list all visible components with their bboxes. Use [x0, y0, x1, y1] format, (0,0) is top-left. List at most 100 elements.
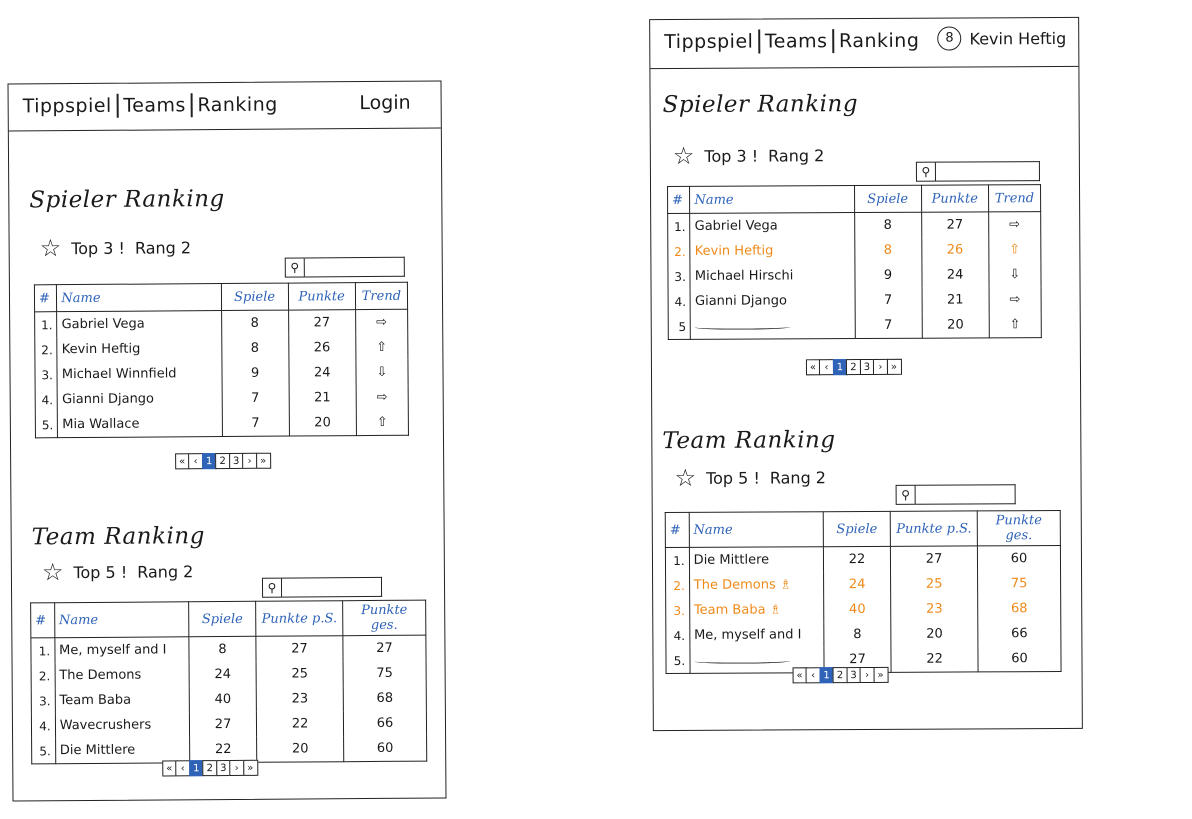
player-ranking-title: Spieler Ranking [662, 91, 859, 119]
nav-ranking[interactable]: Ranking [197, 93, 278, 116]
trend-icon: ⇨ [355, 309, 408, 336]
column-header[interactable]: # [30, 602, 55, 638]
column-header[interactable]: Name [688, 511, 824, 548]
team-search[interactable]: ⚲ [895, 484, 1016, 505]
games-cell: 24 [823, 571, 891, 598]
trend-icon: ⇨ [355, 384, 409, 411]
rank-cell: 4. [35, 387, 58, 413]
player-search[interactable]: ⚲ [284, 256, 405, 278]
column-header[interactable]: # [34, 284, 57, 312]
table-row[interactable]: 3. Team Baba 40 23 68 [31, 685, 427, 714]
nav-links: Tippspiel Teams Ranking [664, 29, 919, 54]
table-row[interactable]: 3. Team Baba ♗ 40 23 68 [665, 595, 1061, 624]
name-cell: Team Baba [54, 687, 190, 714]
points-per-game-cell: 27 [256, 635, 344, 662]
column-header[interactable]: Name [54, 601, 189, 638]
games-cell: 7 [854, 287, 922, 314]
column-header[interactable]: Punkte [921, 184, 989, 213]
column-header[interactable]: Punkte p.S. [255, 600, 343, 637]
nav-tippspiel[interactable]: Tippspiel [22, 94, 112, 117]
table-row[interactable]: 1. Me, myself and I 8 27 27 [30, 635, 427, 664]
user-menu[interactable]: 8 Kevin Heftig [937, 26, 1066, 51]
rank-cell: 1. [34, 311, 58, 338]
column-header[interactable]: Spiele [823, 511, 891, 547]
column-header[interactable]: # [667, 186, 691, 214]
navbar: Tippspiel Teams Ranking Login [8, 81, 441, 132]
table-header: # Name Spiele Punkte p.S. Punkte ges. [30, 600, 426, 638]
table-row[interactable]: 1. Gabriel Vega 8 27 ⇨ [34, 309, 408, 338]
points-total-cell: 66 [977, 620, 1061, 647]
points-total-cell: 60 [977, 645, 1062, 672]
column-header[interactable]: Name [56, 283, 222, 312]
rank-cell: 5. [31, 738, 56, 764]
name-cell: Wavecrushers [55, 712, 190, 739]
column-header[interactable]: Punkte ges. [342, 600, 426, 636]
table-row[interactable]: 4. Gianni Django 7 21 ⇨ [35, 384, 409, 413]
search-input[interactable] [935, 161, 1040, 182]
table-row[interactable]: 4. Gianni Django 7 21 ⇨ [668, 287, 1042, 315]
rank-cell: 5. [35, 412, 58, 438]
table-row[interactable]: 2. The Demons 24 25 75 [31, 660, 427, 689]
last-page-button[interactable]: » [886, 358, 902, 375]
column-header[interactable]: Punkte ges. [977, 510, 1061, 546]
search-icon[interactable]: ⚲ [895, 484, 916, 505]
points-total-cell: 27 [342, 635, 427, 662]
top-label: Top 5 ! [73, 562, 128, 582]
login-link[interactable]: Login [359, 91, 411, 115]
search-icon[interactable]: ⚲ [284, 257, 305, 278]
trend-icon: ⇧ [356, 409, 409, 436]
last-page-button[interactable]: » [242, 759, 258, 776]
points-per-game-cell: 22 [891, 646, 979, 673]
nav-teams[interactable]: Teams [764, 29, 828, 53]
rank-cell: 3. [34, 362, 58, 388]
column-header[interactable]: # [665, 512, 690, 548]
column-header[interactable]: Spiele [188, 601, 257, 637]
search-input[interactable] [304, 256, 405, 278]
last-page-button[interactable]: » [873, 666, 889, 683]
column-header[interactable]: Punkte p.S. [890, 510, 978, 547]
nav-ranking[interactable]: Ranking [838, 29, 920, 52]
wireframe-logged-in: Tippspiel Teams Ranking 8 Kevin Heftig Spi… [649, 16, 1083, 732]
team-search[interactable]: ⚲ [261, 576, 383, 598]
table-row[interactable]: 4. Me, myself and I 8 20 66 [665, 620, 1061, 649]
nav-teams[interactable]: Teams [123, 93, 186, 117]
nav-tippspiel[interactable]: Tippspiel [664, 30, 754, 53]
table-row[interactable]: 2. Kevin Heftig 8 26 ⇧ [667, 237, 1041, 265]
points-cell: 20 [288, 410, 357, 437]
column-header[interactable]: Punkte [288, 282, 356, 311]
column-header[interactable]: Trend [988, 184, 1041, 212]
rank-cell: 5. [665, 647, 690, 674]
last-page-button[interactable]: » [255, 452, 271, 469]
table-row[interactable]: 1. Die Mittlere 22 27 60 [665, 545, 1061, 574]
player-search[interactable]: ⚲ [915, 161, 1040, 182]
column-header[interactable]: Spiele [220, 283, 289, 311]
games-cell: 8 [854, 237, 922, 264]
search-input[interactable] [915, 484, 1016, 505]
column-header[interactable]: Name [689, 185, 855, 214]
name-cell: Kevin Heftig [57, 336, 222, 363]
team-top-line: ☆ Top 5 ! Rang 2 [674, 464, 826, 492]
games-cell: 24 [189, 661, 257, 688]
table-row[interactable]: 2. The Demons ♗ 24 25 75 [665, 570, 1061, 599]
points-total-cell: 68 [343, 685, 427, 712]
search-input[interactable] [281, 576, 383, 598]
top-label: Top 3 ! [71, 238, 125, 258]
trend-icon: ⇩ [355, 359, 409, 386]
table-row[interactable]: 3. Michael Hirschi 9 24 ⇩ [667, 262, 1042, 290]
points-per-game-cell: 20 [890, 621, 978, 647]
column-header[interactable]: Trend [355, 282, 408, 310]
table-body: 1. Die Mittlere 22 27 60 2. The Demons ♗ 24 25 75… [665, 545, 1062, 674]
table-row[interactable]: 5 7 20 ⇧ [668, 312, 1042, 340]
table-row[interactable]: 4. Wavecrushers 27 22 66 [31, 710, 427, 739]
column-header[interactable]: Spiele [854, 185, 922, 213]
table-body: 1. Me, myself and I 8 27 27 2. The Demons 24 25 7… [30, 635, 427, 764]
points-per-game-cell: 20 [256, 736, 344, 763]
player-top-line: ☆ Top 3 ! Rang 2 [673, 142, 825, 170]
table-row[interactable]: 5. Mia Wallace 7 20 ⇧ [35, 409, 409, 438]
search-icon[interactable]: ⚲ [915, 161, 936, 182]
search-icon[interactable]: ⚲ [261, 577, 283, 598]
table-row[interactable]: 1. Gabriel Vega 8 27 ⇨ [667, 211, 1041, 240]
table-row[interactable]: 3. Michael Winnfield 9 24 ⇩ [34, 359, 409, 388]
rank-cell: 2. [665, 572, 690, 599]
table-row[interactable]: 2. Kevin Heftig 8 26 ⇧ [34, 334, 408, 363]
